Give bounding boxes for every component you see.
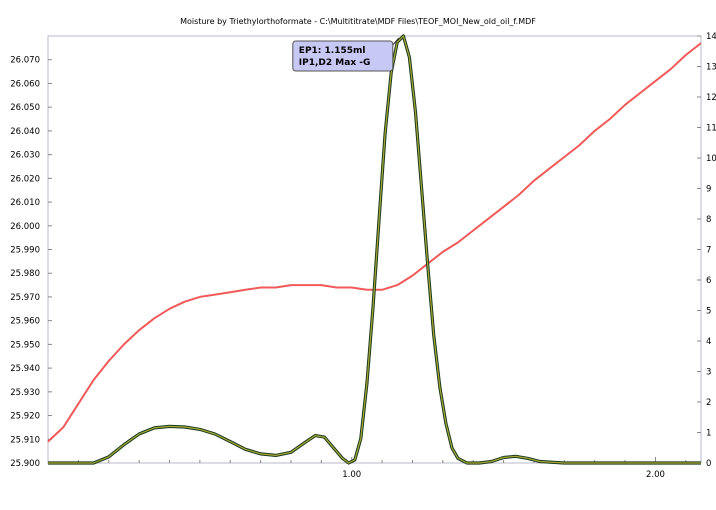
series-layer [47,34,702,465]
y-tick-label: 25.960 [10,317,40,327]
y2-tick-label: 8 [706,215,711,225]
y-tick-label: 26.000 [10,222,40,232]
y-tick-label: 26.040 [10,127,40,137]
y2-tick-label: 11 [706,124,716,134]
y-tick-label: 26.020 [10,174,40,184]
y2-tick-label: 0 [706,459,711,469]
derivative-curve [48,35,701,464]
y-tick-label: 25.980 [10,269,40,279]
y-tick-label: 25.900 [10,459,40,469]
y-tick-label: 26.050 [10,103,40,113]
y2-tick-label: 13 [706,63,716,73]
y-tick-label: 25.940 [10,364,40,374]
y2-tick-label: 12 [706,93,716,103]
y2-tick-label: 1 [706,429,711,439]
left-y-axis: 25.900 25.910 25.920 25.930 25.940 25.950 25.9… [10,56,52,469]
y2-tick-label: 6 [706,276,711,286]
y-tick-label: 25.970 [10,293,40,303]
y2-tick-label: 4 [706,337,711,347]
annotation-pointer [392,37,400,46]
chart-title: Moisture by Triethylorthoformate - C:\Mu… [180,17,536,26]
y2-tick-label: 5 [706,307,711,317]
annotation-box [292,40,394,72]
annotation-text: EP1: 1.155ml [299,46,366,56]
x-tick-label: 2.00 [646,470,665,480]
y-tick-label: 26.070 [10,56,40,66]
annotation-layer: EP1: 1.155ml IP1,D2 Max -G [292,37,400,72]
y-tick-label: 26.010 [10,198,40,208]
y2-tick-label: 2 [706,398,711,408]
y2-tick-label: 3 [706,368,711,378]
y-tick-label: 25.920 [10,412,40,422]
y-tick-label: 26.030 [10,151,40,161]
y-tick-label: 25.950 [10,340,40,350]
y-tick-label: 25.910 [10,435,40,445]
y2-tick-label: 10 [706,154,716,164]
y2-tick-label: 14 [706,32,716,42]
y-tick-label: 25.990 [10,246,40,256]
y-tick-label: 26.060 [10,79,40,89]
y-tick-label: 25.930 [10,388,40,398]
x-tick-label: 1.00 [342,470,361,480]
y2-tick-label: 7 [706,246,711,256]
annotation-text: IP1,D2 Max -G [299,58,371,68]
y2-tick-label: 9 [706,185,711,195]
